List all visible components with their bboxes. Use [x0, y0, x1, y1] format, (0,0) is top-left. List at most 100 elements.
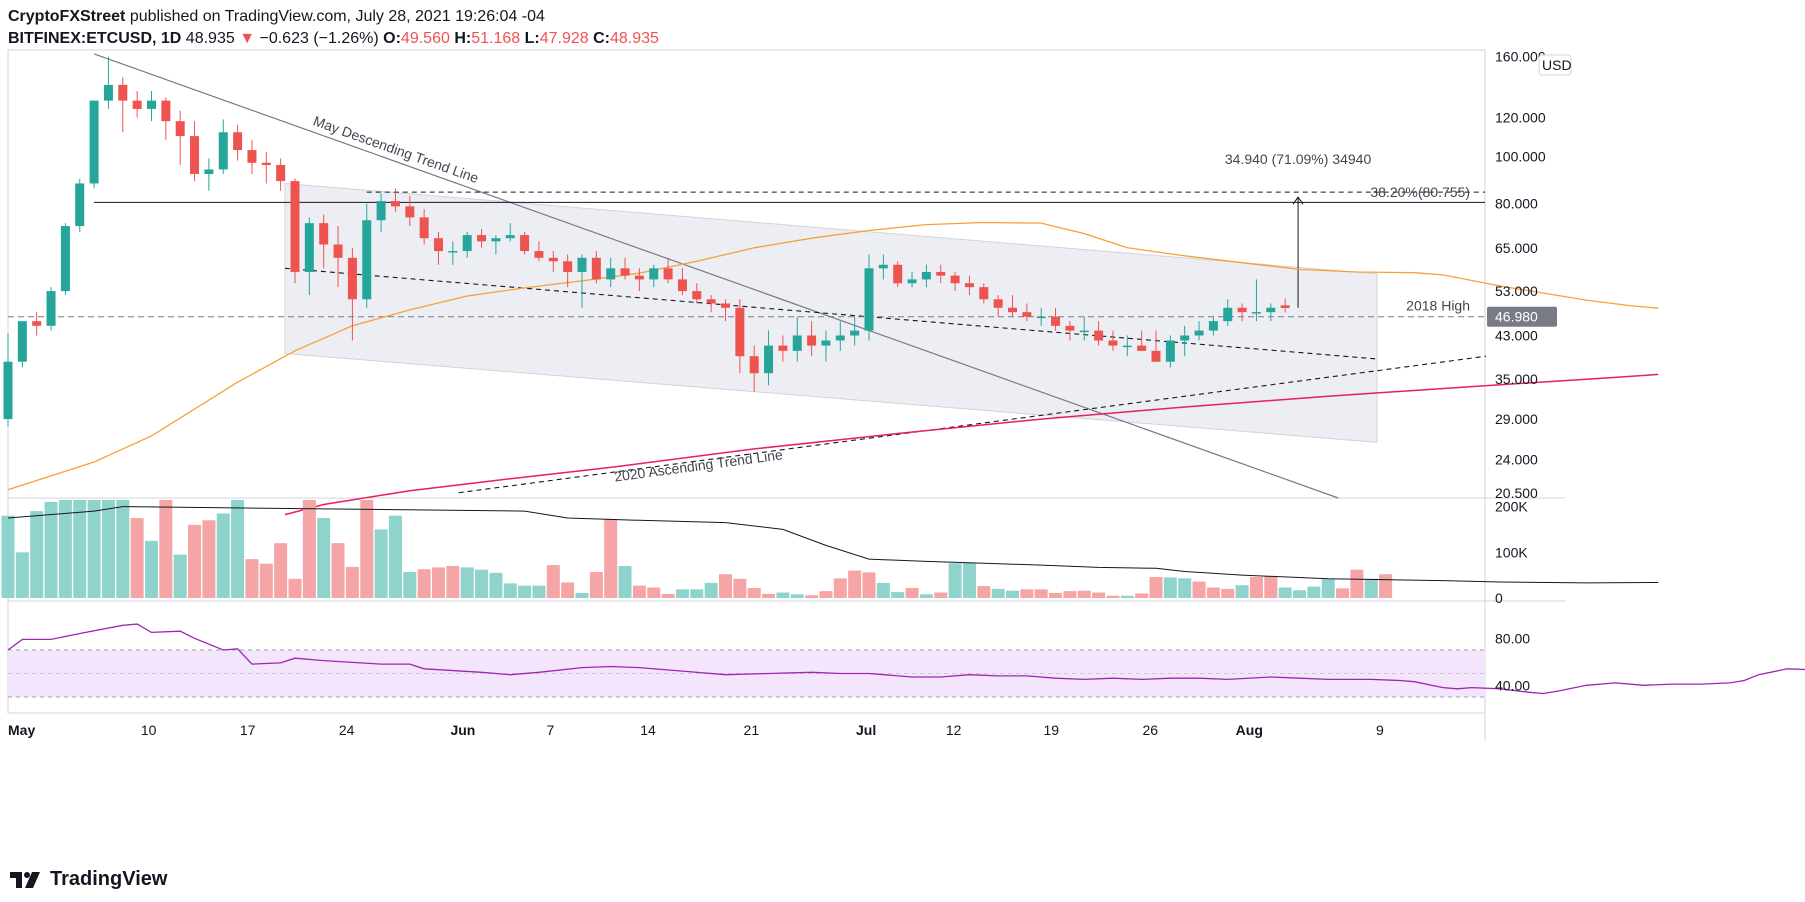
candle[interactable]	[161, 97, 171, 140]
candle[interactable]	[405, 195, 415, 227]
candle[interactable]	[60, 223, 70, 296]
candle[interactable]	[1165, 335, 1175, 368]
candle[interactable]	[950, 271, 960, 292]
candle[interactable]	[190, 121, 200, 182]
ascending-trend-line-2020[interactable]	[458, 355, 1487, 494]
candle[interactable]	[964, 275, 974, 296]
candle[interactable]	[462, 232, 472, 258]
candle[interactable]	[491, 235, 501, 255]
candle[interactable]	[548, 251, 558, 272]
candle[interactable]	[663, 257, 673, 284]
candle[interactable]	[864, 254, 874, 341]
candle[interactable]	[591, 251, 601, 284]
candle[interactable]	[233, 124, 243, 161]
candle[interactable]	[175, 110, 185, 165]
candle[interactable]	[1151, 330, 1161, 362]
candle[interactable]	[505, 223, 515, 242]
candle[interactable]	[118, 77, 128, 133]
candle[interactable]	[1051, 307, 1061, 331]
candle[interactable]	[17, 321, 27, 368]
candle[interactable]	[721, 299, 730, 322]
candle[interactable]	[1266, 303, 1276, 322]
candle[interactable]	[735, 299, 745, 374]
candle[interactable]	[75, 178, 85, 233]
candle[interactable]	[1036, 307, 1046, 326]
candle[interactable]	[1122, 335, 1132, 357]
currency-box[interactable]	[1538, 54, 1572, 76]
candle[interactable]	[32, 312, 42, 336]
descending-channel[interactable]	[284, 182, 1378, 443]
candle[interactable]	[46, 287, 56, 331]
interval-label[interactable]: 1D	[160, 30, 182, 47]
candle[interactable]	[563, 254, 573, 288]
candle[interactable]	[749, 345, 759, 392]
candle[interactable]	[706, 295, 716, 313]
candle[interactable]	[1208, 316, 1218, 336]
candle[interactable]	[276, 158, 286, 191]
candle[interactable]	[1137, 330, 1147, 351]
candle[interactable]	[692, 283, 702, 304]
candle[interactable]	[304, 217, 314, 296]
candle[interactable]	[319, 214, 329, 269]
candle[interactable]	[1094, 321, 1104, 346]
publisher-name[interactable]: CryptoFXStreet	[8, 8, 126, 25]
candle[interactable]	[520, 232, 530, 255]
candle[interactable]	[1237, 303, 1247, 322]
candle[interactable]	[649, 264, 659, 288]
candle[interactable]	[821, 330, 831, 362]
candle[interactable]	[1194, 321, 1204, 341]
symbol-name[interactable]: BITFINEX:ETCUSD	[8, 30, 152, 47]
candle[interactable]	[634, 268, 644, 292]
candle[interactable]	[677, 268, 687, 296]
candle[interactable]	[89, 100, 99, 189]
candle[interactable]	[347, 247, 357, 341]
candle[interactable]	[132, 91, 142, 118]
candle[interactable]	[477, 229, 487, 248]
candle[interactable]	[1280, 298, 1290, 313]
candle[interactable]	[147, 91, 156, 122]
candle[interactable]	[1108, 330, 1118, 351]
candle[interactable]	[1022, 303, 1032, 322]
candle[interactable]	[979, 283, 989, 304]
candle[interactable]	[434, 232, 443, 265]
candle[interactable]	[290, 178, 300, 284]
candle[interactable]	[907, 271, 917, 288]
candle[interactable]	[261, 152, 271, 184]
candle[interactable]	[218, 119, 228, 175]
candle[interactable]	[534, 241, 544, 262]
candle[interactable]	[1079, 316, 1089, 341]
candle[interactable]	[1180, 325, 1190, 357]
candle[interactable]	[764, 330, 774, 386]
channel-midline[interactable]	[284, 267, 1378, 360]
sma200-line[interactable]	[284, 373, 1659, 516]
candle[interactable]	[204, 158, 214, 191]
candle[interactable]	[448, 241, 458, 265]
candle[interactable]	[835, 321, 845, 351]
candle[interactable]	[333, 226, 343, 288]
candle[interactable]	[936, 264, 946, 284]
candle[interactable]	[362, 203, 372, 308]
may-descending-trend-line[interactable]	[93, 53, 1339, 499]
candle[interactable]	[1251, 279, 1261, 322]
candle[interactable]	[1065, 321, 1075, 341]
candle[interactable]	[577, 254, 587, 308]
candle[interactable]	[1008, 295, 1017, 317]
candle[interactable]	[778, 335, 788, 362]
candle[interactable]	[1223, 299, 1233, 326]
candle[interactable]	[993, 295, 1003, 317]
candle[interactable]	[606, 257, 616, 288]
candle[interactable]	[921, 264, 931, 288]
candle[interactable]	[620, 257, 630, 280]
rsi-line[interactable]	[7, 623, 1805, 695]
candle[interactable]	[807, 321, 817, 357]
candle[interactable]	[893, 261, 903, 288]
candle[interactable]	[878, 254, 888, 280]
tradingview-logo[interactable]: TradingView	[10, 868, 167, 891]
candle[interactable]	[103, 56, 113, 109]
candle[interactable]	[792, 316, 802, 362]
candle[interactable]	[390, 188, 400, 212]
candle[interactable]	[850, 316, 860, 346]
candle[interactable]	[247, 139, 257, 175]
candle[interactable]	[419, 209, 429, 245]
